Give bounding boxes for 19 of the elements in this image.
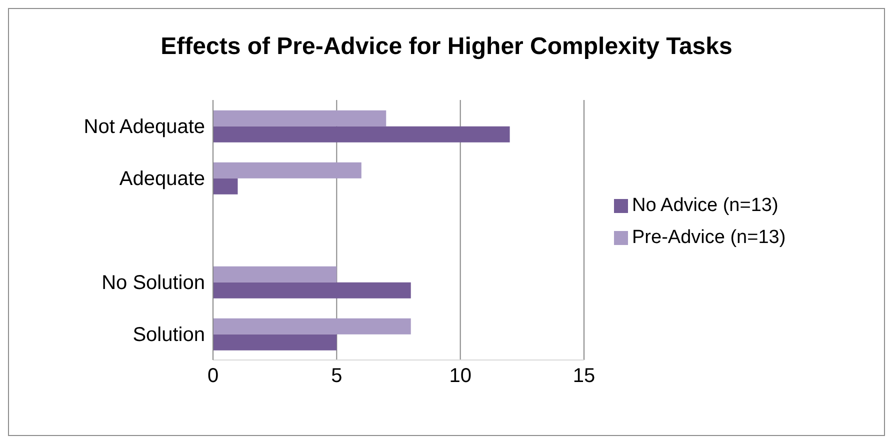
bar [213,178,238,194]
bar [213,318,411,334]
x-tick-label: 10 [449,365,472,388]
bar [213,334,337,350]
x-tick-label: 15 [572,365,596,388]
x-tick-label: 0 [207,365,219,388]
bar [213,266,337,282]
y-tick-label: Not Adequate [84,116,205,138]
chart-title: Effects of Pre-Advice for Higher Complexity Tasks [160,33,734,61]
bar [213,126,510,142]
bar [213,110,386,126]
bar [213,282,411,298]
y-tick-label: No Solution [102,272,205,294]
bar [213,162,362,178]
x-tick-label: 5 [331,365,342,388]
y-tick-label: Solution [132,324,205,346]
y-tick-label: Adequate [119,168,205,190]
legend-label: No Advice (n=13) [632,195,778,216]
legend-label: Pre-Advice (n=13) [632,227,786,248]
